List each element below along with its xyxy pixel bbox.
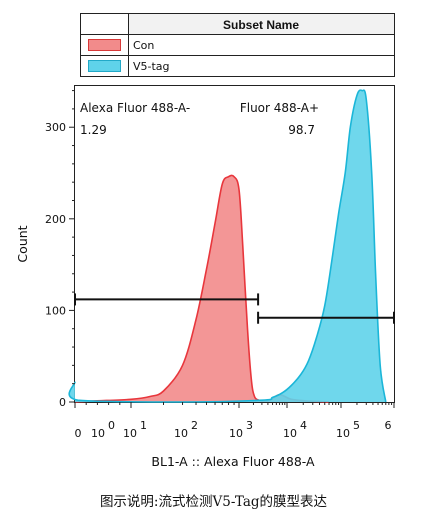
figure-caption: 图示说明:流式检测V5-Tag的膜型表达 xyxy=(99,494,328,510)
x-tick-exponent: 3 xyxy=(246,419,253,432)
gate-value-positive: 98.7 xyxy=(288,123,315,137)
series-area-v5tag xyxy=(69,90,386,402)
x-tick-label: 10 xyxy=(283,427,297,440)
y-tick-label: 0 xyxy=(59,396,66,409)
legend: Subset Name Con V5-tag xyxy=(80,13,395,77)
gate-0 xyxy=(74,293,260,306)
legend-label-con: Con xyxy=(133,39,154,52)
legend-header: Subset Name xyxy=(223,18,299,32)
gate-label-negative: Alexa Fluor 488-A- xyxy=(80,101,190,115)
y-axis-title: Count xyxy=(15,225,30,262)
x-tick-label: 6 xyxy=(385,419,392,432)
legend-label-v5tag: V5-tag xyxy=(133,60,170,73)
y-tick-label: 300 xyxy=(45,121,66,134)
x-tick-exponent: 1 xyxy=(140,419,147,432)
series-line-v5tag xyxy=(68,89,387,403)
legend-header-bg xyxy=(128,14,394,34)
legend-swatch-con xyxy=(88,39,121,51)
x-tick-label: 10 xyxy=(123,427,137,440)
gate-value-negative: 1.29 xyxy=(80,123,107,137)
gate-1 xyxy=(257,311,395,324)
y-axis: 0 100 200 300 xyxy=(45,90,75,409)
x-tick-exponent: 0 xyxy=(108,419,115,432)
legend-swatch-v5tag xyxy=(88,60,121,72)
x-tick-exponent: 2 xyxy=(191,419,198,432)
gate-layer xyxy=(74,293,395,324)
x-tick-exponent: 5 xyxy=(353,419,360,432)
x-tick-label: 0 xyxy=(75,427,82,440)
x-tick-label: 10 xyxy=(91,427,105,440)
gate-label-positive: Fluor 488-A+ xyxy=(240,101,319,115)
x-tick-label: 10 xyxy=(336,427,350,440)
x-axis-title: BL1-A :: Alexa Fluor 488-A xyxy=(151,454,315,469)
x-tick-exponent: 4 xyxy=(300,419,307,432)
y-tick-label: 200 xyxy=(45,213,66,226)
series-area-con xyxy=(75,175,329,402)
series-layer xyxy=(68,89,387,403)
y-tick-label: 100 xyxy=(45,304,66,317)
x-tick-label: 10 xyxy=(174,427,188,440)
x-tick-label: 10 xyxy=(229,427,243,440)
plot-area xyxy=(68,85,395,403)
